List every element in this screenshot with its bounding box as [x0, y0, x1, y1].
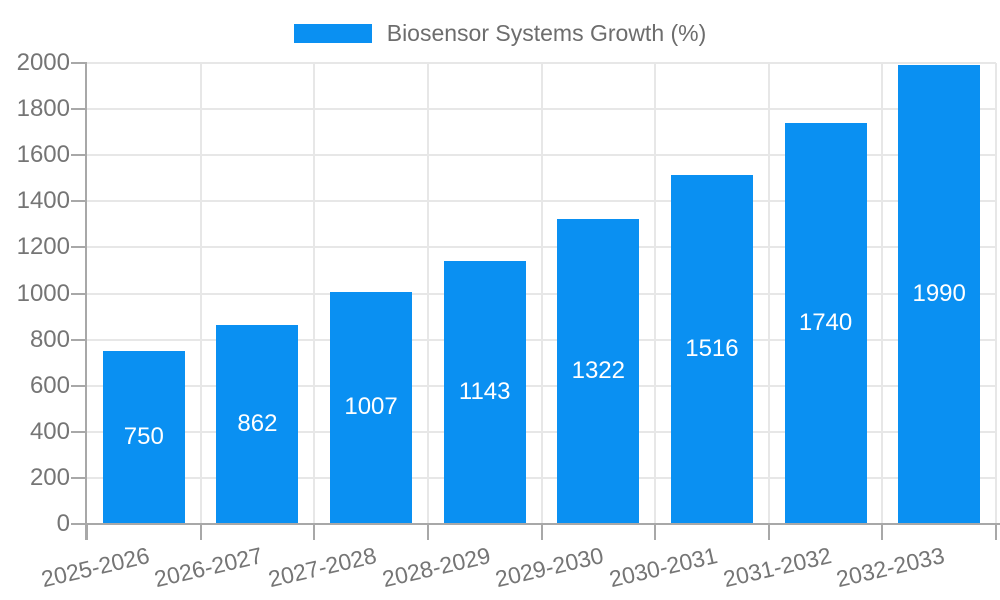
- x-tick-label: 2031-2032: [718, 542, 833, 592]
- x-gridline: [767, 63, 770, 524]
- x-tick-label: 2029-2030: [490, 542, 606, 592]
- x-tick-label-text: 2026-2027: [152, 542, 266, 593]
- legend-swatch-icon: [293, 23, 372, 43]
- bar: 1322: [557, 219, 640, 523]
- bar: 1007: [330, 291, 413, 523]
- x-gridline: [540, 63, 543, 524]
- x-gridline: [654, 63, 657, 524]
- y-tick: [71, 246, 87, 249]
- x-tick-label: 2026-2027: [149, 542, 265, 592]
- x-axis-line: [87, 523, 1000, 525]
- y-axis-line: [85, 63, 87, 540]
- y-tick: [71, 384, 87, 387]
- x-tick: [654, 524, 657, 540]
- bar: 1516: [670, 174, 753, 523]
- x-tick-label-text: 2028-2029: [379, 542, 493, 593]
- bar-value-label: 750: [123, 423, 164, 451]
- x-tick: [881, 524, 884, 540]
- x-tick-label: 2032-2033: [831, 542, 947, 592]
- legend: Biosensor Systems Growth (%): [0, 20, 1000, 46]
- y-tick-label: 400: [29, 417, 70, 445]
- x-tick: [86, 524, 88, 540]
- bar-value-label: 1322: [571, 357, 625, 385]
- bar: 1143: [443, 260, 526, 523]
- y-tick-label: 2000: [16, 49, 70, 76]
- x-gridline: [426, 63, 429, 524]
- bar-value-label: 862: [237, 410, 278, 438]
- x-tick: [199, 524, 202, 540]
- y-tick-label: 600: [29, 371, 70, 399]
- y-tick-label: 1600: [16, 141, 70, 169]
- x-gridline: [881, 63, 884, 524]
- y-tick: [71, 108, 87, 111]
- x-tick-label: 2028-2029: [377, 542, 493, 592]
- bar-value-label: 1143: [458, 377, 511, 405]
- y-tick-label: 1000: [16, 279, 70, 307]
- y-tick: [71, 200, 87, 203]
- x-tick-label-text: 2032-2033: [834, 542, 948, 593]
- x-tick: [995, 524, 997, 540]
- x-tick-label-text: 2030-2031: [606, 542, 720, 593]
- x-tick: [426, 524, 429, 540]
- bar-value-label: 1007: [344, 393, 398, 421]
- x-gridline: [995, 63, 997, 524]
- x-tick-label: 2025-2026: [36, 542, 152, 592]
- y-tick-label: 0: [56, 510, 70, 537]
- x-tick-label: 2027-2028: [263, 542, 379, 592]
- y-tick: [71, 338, 87, 341]
- x-tick: [540, 524, 543, 540]
- x-tick-label-text: 2031-2032: [720, 542, 834, 593]
- bar-value-label: 1516: [685, 334, 739, 362]
- x-gridline: [199, 63, 202, 524]
- y-tick-label: 1800: [16, 95, 70, 123]
- x-tick-label-text: 2029-2030: [493, 542, 607, 593]
- bar: 862: [216, 325, 299, 523]
- y-tick: [71, 292, 87, 295]
- y-tick-label: 1200: [16, 233, 70, 261]
- bar-value-label: 1740: [798, 308, 853, 336]
- x-gridline: [313, 63, 316, 524]
- x-tick-label-text: 2025-2026: [38, 542, 152, 593]
- x-tick: [767, 524, 770, 540]
- x-tick: [313, 524, 316, 540]
- y-tick: [71, 523, 87, 525]
- bar: 1740: [784, 122, 867, 523]
- y-tick: [71, 62, 87, 64]
- legend-label: Biosensor Systems Growth (%): [386, 20, 707, 46]
- y-tick-label: 1400: [16, 187, 70, 215]
- x-tick-label: 2030-2031: [604, 542, 720, 592]
- legend-item[interactable]: Biosensor Systems Growth (%): [293, 20, 707, 46]
- y-tick: [71, 154, 87, 157]
- y-tick: [71, 430, 87, 433]
- y-tick-label: 200: [29, 463, 70, 491]
- bar: 750: [102, 351, 185, 523]
- bar: 1990: [898, 65, 981, 523]
- bar-value-label: 1990: [912, 280, 966, 308]
- y-tick: [71, 476, 87, 479]
- y-tick-label: 800: [29, 325, 70, 353]
- x-tick-label-text: 2027-2028: [265, 542, 379, 593]
